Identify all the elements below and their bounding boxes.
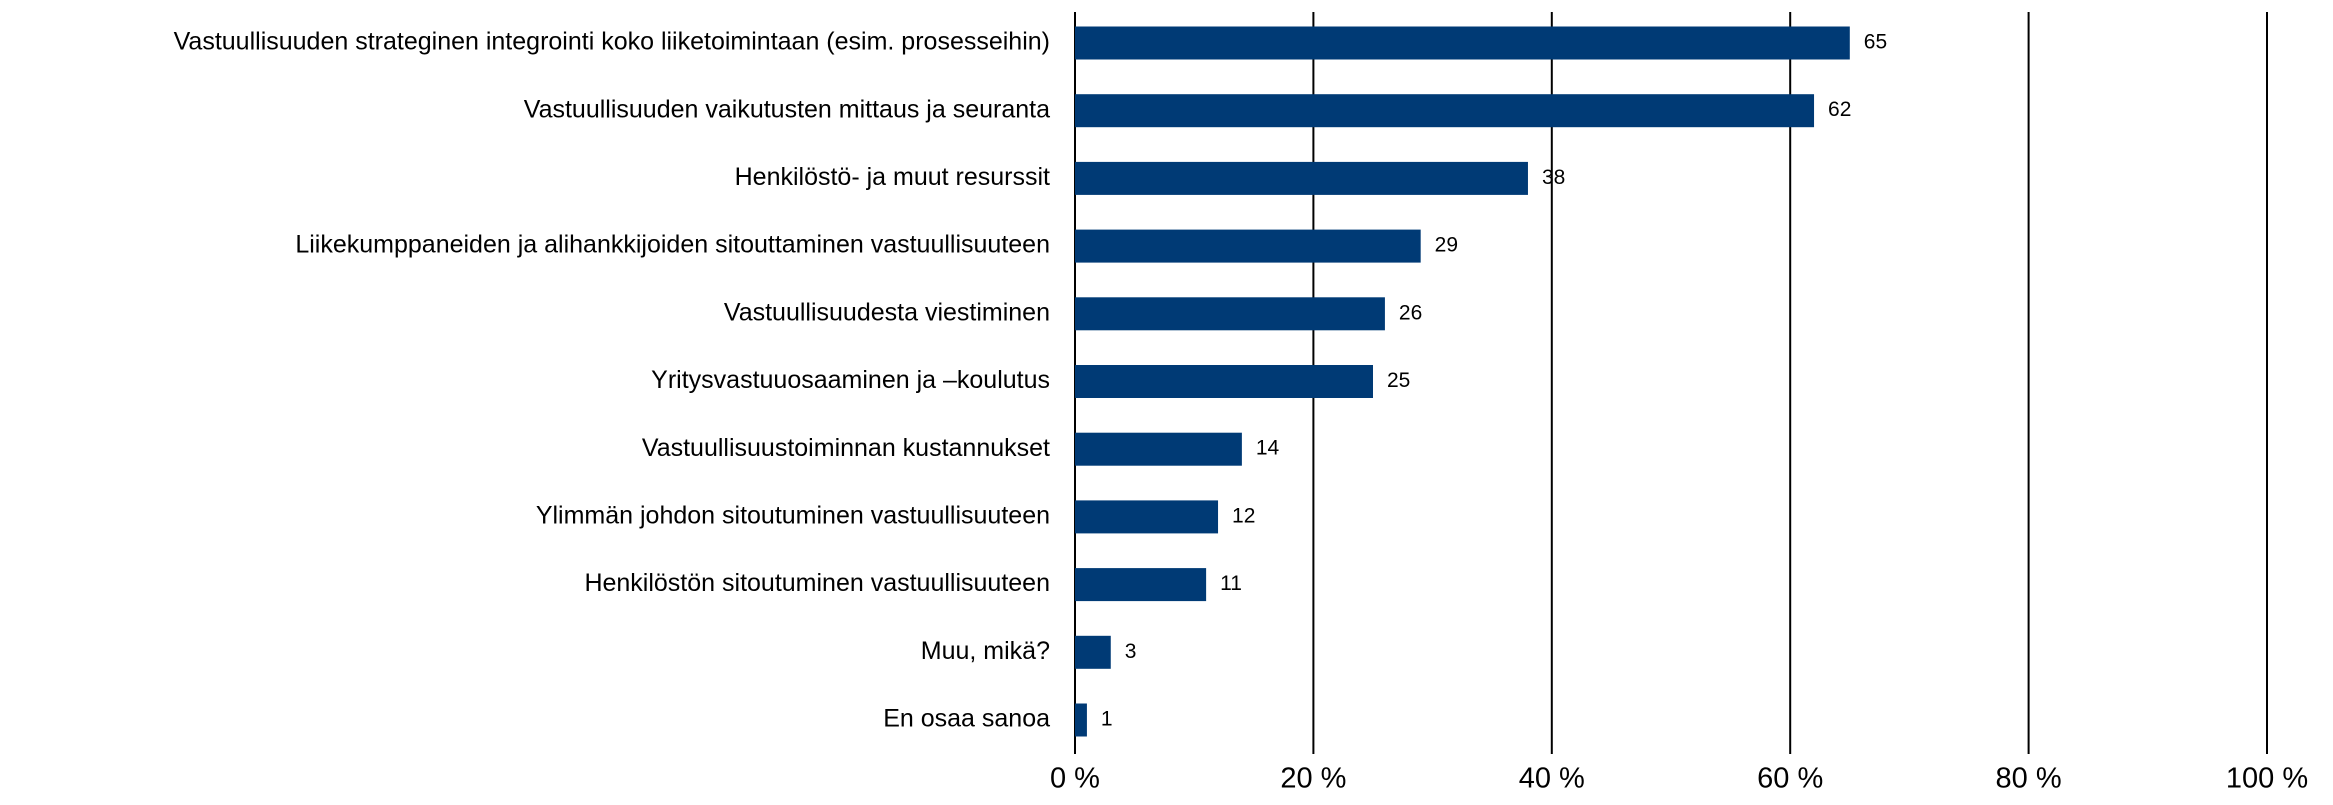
x-tick-label: 60 % bbox=[1757, 763, 1823, 795]
y-tick-label: Vastuullisuudesta viestiminen bbox=[724, 298, 1050, 326]
bar bbox=[1075, 703, 1087, 737]
bar bbox=[1075, 26, 1850, 60]
y-tick-label: Vastuullisuuden vaikutusten mittaus ja s… bbox=[524, 95, 1050, 123]
y-tick-label: Henkilöstön sitoutuminen vastuullisuutee… bbox=[584, 569, 1050, 597]
y-tick-label: Yritysvastuuosaaminen ja –koulutus bbox=[651, 366, 1050, 394]
value-label: 62 bbox=[1828, 98, 1851, 121]
y-tick-label: Vastuullisuustoiminnan kustannukset bbox=[642, 434, 1050, 462]
y-tick-label: Liikekumppaneiden ja alihankkijoiden sit… bbox=[295, 231, 1050, 259]
value-label: 65 bbox=[1864, 31, 1887, 54]
bar bbox=[1075, 432, 1242, 466]
bar bbox=[1075, 500, 1219, 534]
y-tick-label: En osaa sanoa bbox=[883, 705, 1050, 733]
y-tick-label: Vastuullisuuden strateginen integrointi … bbox=[174, 28, 1050, 56]
y-tick-label: Ylimmän johdon sitoutuminen vastuullisuu… bbox=[536, 502, 1050, 530]
value-label: 11 bbox=[1220, 572, 1242, 595]
x-tick-label: 40 % bbox=[1519, 763, 1585, 795]
value-label: 14 bbox=[1256, 437, 1280, 460]
y-tick-label: Henkilöstö- ja muut resurssit bbox=[735, 163, 1050, 191]
bar bbox=[1075, 635, 1111, 669]
y-tick-label: Muu, mikä? bbox=[921, 637, 1050, 665]
bar bbox=[1075, 161, 1528, 195]
bar bbox=[1075, 94, 1815, 128]
value-label: 12 bbox=[1232, 504, 1255, 527]
value-label: 38 bbox=[1542, 166, 1565, 189]
bar bbox=[1075, 365, 1373, 398]
bar bbox=[1075, 568, 1207, 602]
value-label: 1 bbox=[1101, 708, 1113, 731]
value-label: 29 bbox=[1435, 234, 1458, 257]
bar bbox=[1075, 297, 1385, 331]
bar bbox=[1075, 229, 1421, 263]
x-tick-label: 100 % bbox=[2226, 763, 2308, 795]
value-label: 26 bbox=[1399, 301, 1422, 324]
x-tick-label: 80 % bbox=[1996, 763, 2062, 795]
value-label: 25 bbox=[1387, 369, 1410, 392]
value-label: 3 bbox=[1125, 640, 1137, 663]
x-tick-label: 0 % bbox=[1050, 763, 1100, 795]
x-tick-label: 20 % bbox=[1280, 763, 1346, 795]
